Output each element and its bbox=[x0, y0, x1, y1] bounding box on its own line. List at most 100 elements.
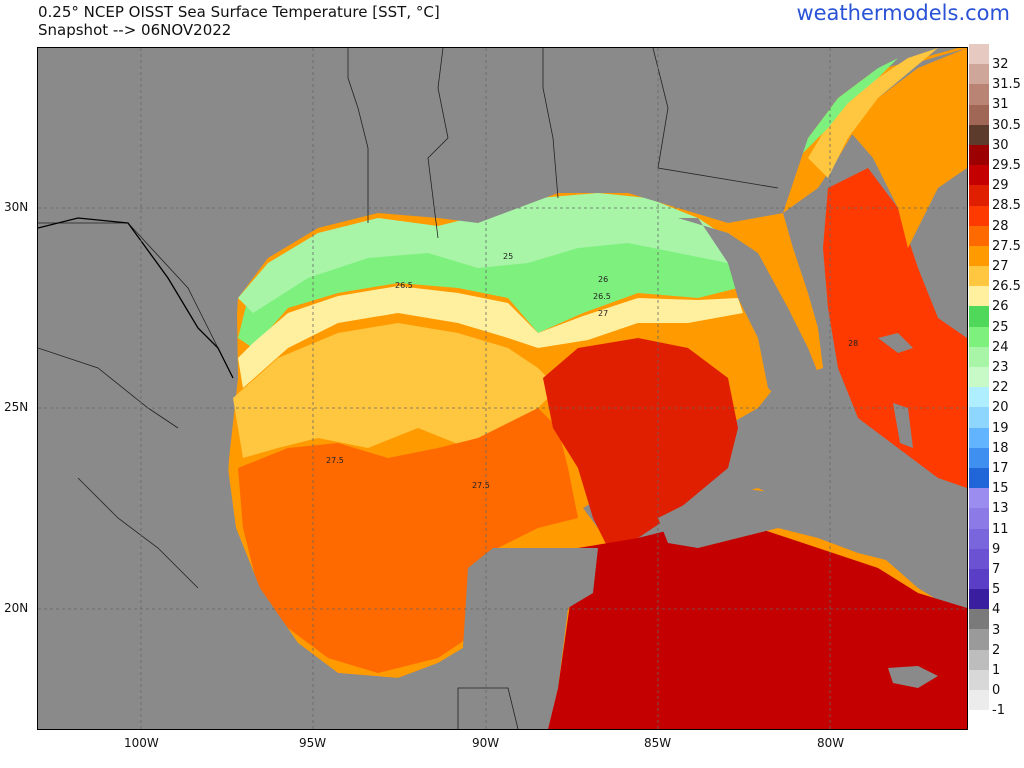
colorbar-swatch bbox=[969, 185, 989, 206]
colorbar-swatch bbox=[969, 225, 989, 246]
colorbar-label: -1 bbox=[992, 703, 1005, 719]
colorbar-label: 18 bbox=[992, 440, 1009, 456]
contour-label: 26 bbox=[598, 275, 608, 284]
colorbar-swatch bbox=[969, 144, 989, 166]
colorbar-swatch bbox=[969, 589, 989, 610]
colorbar-swatch bbox=[969, 508, 989, 529]
lon-label-90w: 90W bbox=[472, 736, 500, 750]
lon-label-80w: 80W bbox=[817, 736, 845, 750]
colorbar-swatch bbox=[969, 609, 989, 630]
atlantic-orange bbox=[838, 48, 967, 248]
colorbar-label: 22 bbox=[992, 380, 1009, 396]
bahamas-land bbox=[878, 333, 913, 448]
lat-label-20n: 20N bbox=[4, 601, 29, 615]
colorbar-label: 2 bbox=[992, 642, 1001, 658]
contour-label: 25 bbox=[503, 252, 513, 261]
colorbar-swatch bbox=[969, 64, 989, 85]
contour-label: 27.5 bbox=[472, 481, 490, 490]
colorbar-label: 30 bbox=[992, 137, 1009, 153]
band-yellow bbox=[238, 286, 743, 388]
band-red bbox=[543, 338, 738, 548]
colorbar-label: 15 bbox=[992, 481, 1009, 497]
map-svg: 25 26 26.5 26.5 27 28 27.5 27.5 bbox=[38, 48, 967, 729]
colorbar-label: 9 bbox=[992, 541, 1001, 557]
cuba-land bbox=[658, 488, 928, 563]
colorbar-label: 27.5 bbox=[992, 238, 1021, 254]
atlantic-red bbox=[823, 168, 967, 488]
colorbar-swatch bbox=[969, 326, 989, 347]
colorbar-label: 28 bbox=[992, 218, 1009, 234]
colorbar-swatch bbox=[969, 124, 989, 145]
colorbar-swatch bbox=[969, 266, 989, 287]
colorbar-swatch bbox=[969, 467, 989, 489]
colorbar-label: 13 bbox=[992, 501, 1009, 517]
colorbar-swatch bbox=[969, 387, 989, 408]
colorbar-swatch bbox=[969, 245, 989, 267]
colorbar-label: 17 bbox=[992, 461, 1009, 476]
colorbar-label: 27 bbox=[992, 259, 1009, 274]
colorbar-swatch bbox=[969, 286, 989, 307]
band-lightgreen bbox=[238, 193, 728, 313]
colorbar-label: 31.5 bbox=[992, 77, 1021, 93]
title-line2: Snapshot --> 06NOV2022 bbox=[38, 21, 232, 39]
colorbar-swatch bbox=[969, 104, 989, 125]
lat-label-30n: 30N bbox=[4, 200, 29, 214]
colorbar-label: 11 bbox=[992, 521, 1009, 537]
contour-label: 26.5 bbox=[593, 292, 611, 301]
colorbar-swatch bbox=[969, 488, 989, 509]
colorbar-label: 20 bbox=[992, 400, 1009, 416]
lon-label-95w: 95W bbox=[299, 736, 327, 750]
colorbar-swatch bbox=[969, 548, 989, 569]
colorbar-label: 25 bbox=[992, 319, 1009, 335]
colorbar-swatch bbox=[969, 447, 989, 468]
colorbar-label: 29.5 bbox=[992, 158, 1021, 173]
colorbar-swatch bbox=[969, 528, 989, 549]
colorbar-swatch bbox=[969, 407, 989, 428]
colorbar-label: 32 bbox=[992, 57, 1009, 72]
colorbar-swatch bbox=[969, 427, 989, 448]
colorbar-label: 26 bbox=[992, 299, 1009, 315]
grid-lines bbox=[38, 48, 967, 729]
caribbean-deep bbox=[548, 518, 967, 729]
colorbar-label: 5 bbox=[992, 582, 1001, 598]
colorbar-label: 4 bbox=[992, 602, 1001, 618]
colorbar-label: 19 bbox=[992, 420, 1009, 436]
colorbar-swatch bbox=[969, 690, 989, 711]
country-border bbox=[38, 217, 234, 379]
colorbar-swatch bbox=[969, 629, 989, 650]
colorbar-label: 24 bbox=[992, 339, 1009, 355]
band-orange-dark bbox=[238, 408, 578, 673]
colorbar-swatch bbox=[969, 649, 989, 670]
mexico-land bbox=[38, 478, 598, 729]
colorbar-label: 31 bbox=[992, 97, 1009, 113]
colorbar-swatch bbox=[969, 205, 989, 226]
title-line1: 0.25° NCEP OISST Sea Surface Temperature… bbox=[38, 3, 440, 21]
sst-map: 25 26 26.5 26.5 27 28 27.5 27.5 bbox=[37, 47, 968, 730]
chart-title: 0.25° NCEP OISST Sea Surface Temperature… bbox=[38, 3, 440, 39]
colorbar-swatch bbox=[969, 306, 989, 327]
colorbar-label: 0 bbox=[992, 683, 1001, 699]
lon-label-85w: 85W bbox=[644, 736, 672, 750]
contour-label: 26.5 bbox=[395, 281, 413, 290]
colorbar-label: 1 bbox=[992, 663, 1001, 678]
colorbar-label: 30.5 bbox=[992, 117, 1021, 133]
brand-link[interactable]: weathermodels.com bbox=[796, 1, 1010, 25]
us-land bbox=[38, 48, 967, 478]
colorbar-label: 3 bbox=[992, 622, 1001, 638]
colorbar-swatch bbox=[969, 367, 989, 388]
colorbar-swatch bbox=[969, 346, 989, 367]
atlantic-yellow bbox=[808, 48, 938, 178]
colorbar-label: 26.5 bbox=[992, 279, 1021, 295]
colorbar-label: 23 bbox=[992, 360, 1009, 375]
colorbar-label: 28.5 bbox=[992, 198, 1021, 214]
contour-label: 28 bbox=[848, 339, 858, 348]
contour-label: 27.5 bbox=[326, 456, 344, 465]
colorbar-label: 7 bbox=[992, 562, 1001, 577]
colorbar-label: 29 bbox=[992, 178, 1009, 194]
political-borders bbox=[38, 48, 779, 729]
lon-label-100w: 100W bbox=[124, 736, 159, 750]
band-light-orange bbox=[233, 323, 558, 458]
colorbar-swatch bbox=[969, 165, 989, 186]
colorbar-swatch bbox=[969, 669, 989, 690]
jamaica-land bbox=[888, 666, 938, 688]
